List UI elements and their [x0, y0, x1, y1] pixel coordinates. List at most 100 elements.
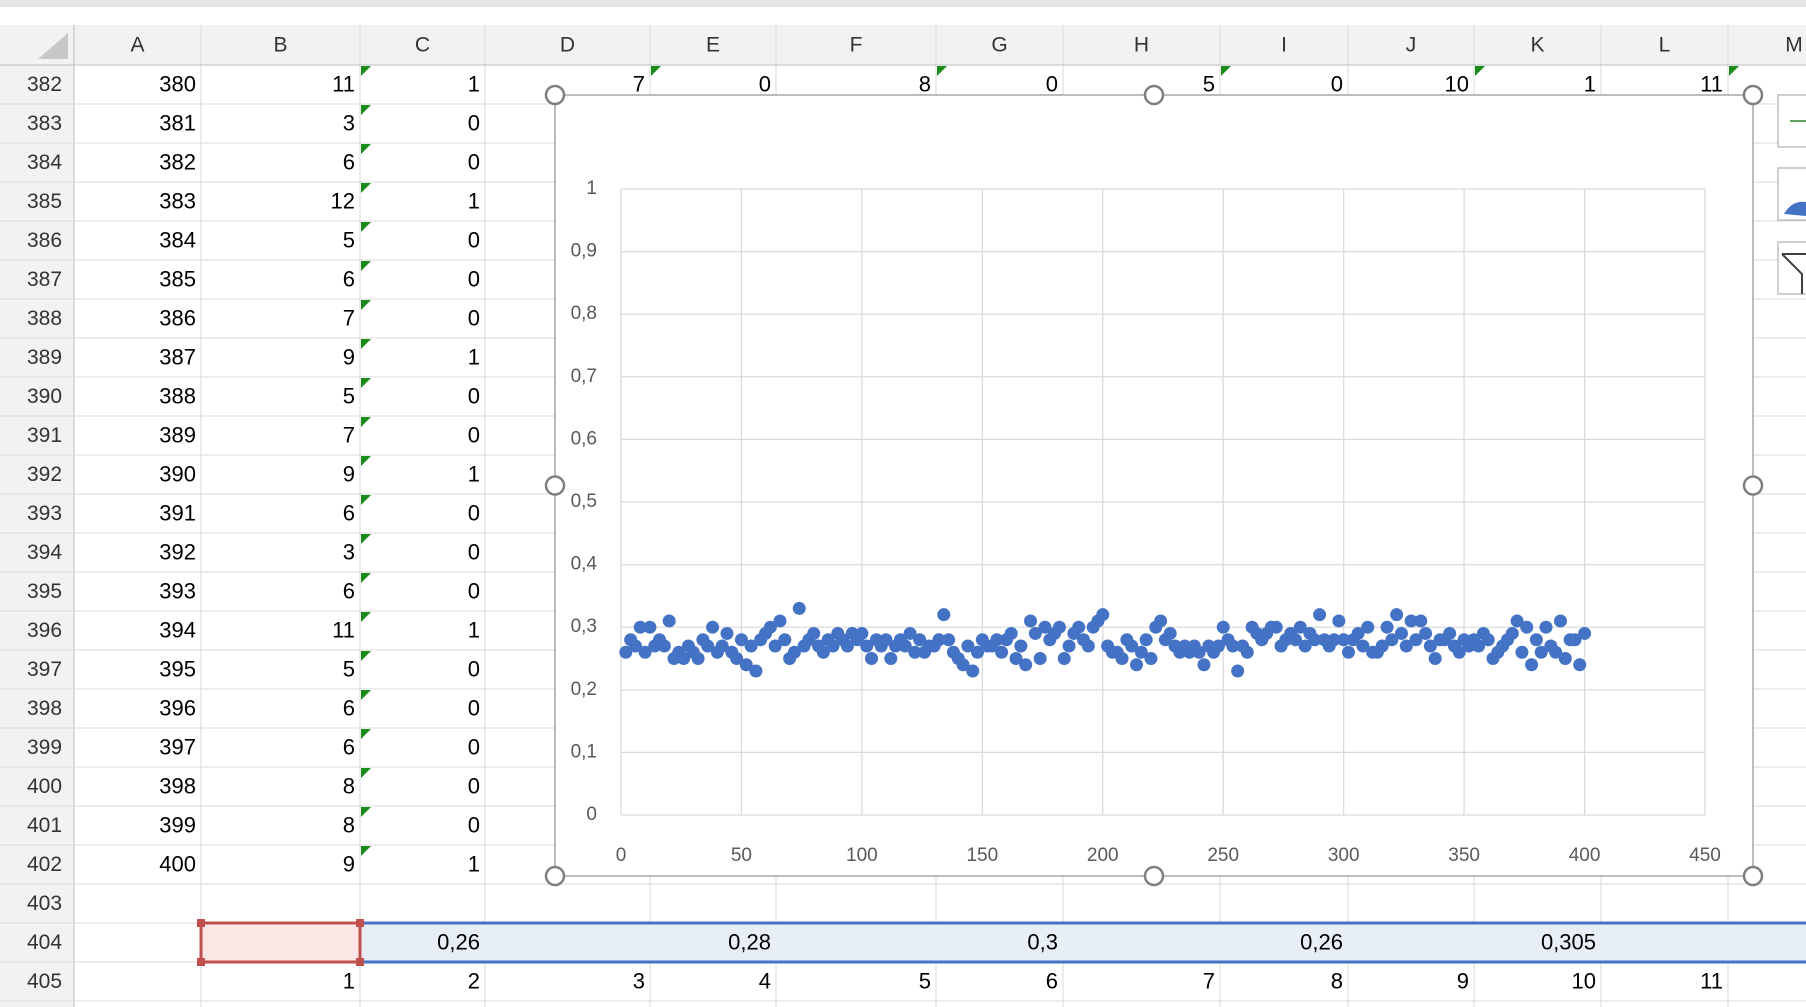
- cell-value[interactable]: 10: [1572, 968, 1596, 993]
- cell-value[interactable]: 5: [343, 383, 355, 408]
- cell-value[interactable]: 6: [343, 734, 355, 759]
- cell-value[interactable]: 8: [343, 773, 355, 798]
- cell-value[interactable]: 0: [468, 812, 480, 837]
- column-header[interactable]: D: [560, 34, 575, 57]
- cell-value[interactable]: 0,305: [1541, 929, 1596, 954]
- cell-value[interactable]: 5: [343, 656, 355, 681]
- row-header[interactable]: 399: [27, 736, 62, 759]
- cell-value[interactable]: 383: [159, 188, 196, 213]
- row-header[interactable]: 395: [27, 580, 62, 603]
- cell-value[interactable]: 391: [159, 500, 196, 525]
- cell-value[interactable]: 11: [1700, 71, 1723, 96]
- cell-value[interactable]: 1: [468, 71, 480, 96]
- column-header[interactable]: I: [1281, 34, 1287, 57]
- row-header[interactable]: 382: [27, 73, 62, 96]
- row-header[interactable]: 397: [27, 658, 62, 681]
- cell-value[interactable]: 1: [468, 851, 480, 876]
- cell-value[interactable]: 3: [343, 110, 355, 135]
- cell-value[interactable]: 0: [468, 149, 480, 174]
- cell-value[interactable]: 0: [468, 110, 480, 135]
- cell-value[interactable]: 8: [1331, 968, 1343, 993]
- row-header[interactable]: 404: [27, 931, 62, 954]
- row-header[interactable]: 384: [27, 151, 62, 174]
- cell-value[interactable]: 396: [159, 695, 196, 720]
- resize-handle[interactable]: [1742, 84, 1764, 106]
- row-header[interactable]: 403: [27, 892, 62, 915]
- column-header[interactable]: C: [415, 34, 430, 57]
- row-header[interactable]: 387: [27, 268, 62, 291]
- cell-value[interactable]: 399: [159, 812, 196, 837]
- cell-value[interactable]: 0: [1046, 71, 1058, 96]
- cell-value[interactable]: 0: [1331, 71, 1343, 96]
- row-header[interactable]: 391: [27, 424, 62, 447]
- cell-value[interactable]: 381: [159, 110, 196, 135]
- row-header[interactable]: 392: [27, 463, 62, 486]
- cell-value[interactable]: 0: [468, 695, 480, 720]
- cell-value[interactable]: 386: [159, 305, 196, 330]
- row-header[interactable]: 394: [27, 541, 62, 564]
- cell-value[interactable]: 382: [159, 149, 196, 174]
- cell-value[interactable]: 11: [332, 71, 355, 96]
- cell-value[interactable]: 4: [759, 968, 771, 993]
- cell-value[interactable]: 380: [159, 71, 196, 96]
- cell-value[interactable]: 9: [343, 344, 355, 369]
- cell-value[interactable]: 6: [343, 149, 355, 174]
- cell-value[interactable]: 3: [633, 968, 645, 993]
- cell-value[interactable]: 393: [159, 578, 196, 603]
- column-header[interactable]: F: [850, 34, 863, 57]
- cell-value[interactable]: 7: [1203, 968, 1215, 993]
- cell-value[interactable]: 398: [159, 773, 196, 798]
- column-header[interactable]: A: [130, 34, 144, 57]
- resize-handle[interactable]: [1742, 475, 1764, 496]
- cell-value[interactable]: 0: [468, 227, 480, 252]
- row-header[interactable]: 385: [27, 190, 62, 213]
- cell-value[interactable]: 394: [159, 617, 196, 642]
- row-header[interactable]: 393: [27, 502, 62, 525]
- column-header[interactable]: J: [1406, 34, 1417, 57]
- cell-value[interactable]: 397: [159, 734, 196, 759]
- cell-value[interactable]: 0,28: [728, 929, 771, 954]
- row-header[interactable]: 390: [27, 385, 62, 408]
- cell-value[interactable]: 1: [468, 344, 480, 369]
- cell-value[interactable]: 10: [1445, 71, 1469, 96]
- cell-value[interactable]: 395: [159, 656, 196, 681]
- cell-value[interactable]: 0,26: [437, 929, 480, 954]
- resize-handle[interactable]: [1143, 84, 1165, 106]
- cell-value[interactable]: 9: [343, 851, 355, 876]
- resize-handle[interactable]: [544, 475, 566, 496]
- cell-value[interactable]: 3: [343, 539, 355, 564]
- row-header[interactable]: 386: [27, 229, 62, 252]
- cell-value[interactable]: 6: [1046, 968, 1058, 993]
- cell-value[interactable]: 7: [633, 71, 645, 96]
- resize-handle[interactable]: [544, 84, 566, 106]
- cell-value[interactable]: 1: [1584, 71, 1596, 96]
- cell-value[interactable]: 1: [468, 617, 480, 642]
- row-header[interactable]: 389: [27, 346, 62, 369]
- cell-value[interactable]: 0: [468, 266, 480, 291]
- cell-value[interactable]: 0: [468, 305, 480, 330]
- cell-value[interactable]: 5: [343, 227, 355, 252]
- cell-value[interactable]: 6: [343, 695, 355, 720]
- cell-value[interactable]: 390: [159, 461, 196, 486]
- column-header[interactable]: E: [706, 34, 720, 57]
- cell-value[interactable]: 6: [343, 266, 355, 291]
- cell-value[interactable]: 400: [159, 851, 196, 876]
- cell-value[interactable]: 0: [468, 383, 480, 408]
- column-header[interactable]: K: [1530, 34, 1544, 57]
- cell-value[interactable]: 7: [343, 305, 355, 330]
- row-header[interactable]: 398: [27, 697, 62, 720]
- row-header[interactable]: 405: [27, 970, 62, 993]
- resize-handle[interactable]: [1742, 865, 1764, 887]
- cell-value[interactable]: 387: [159, 344, 196, 369]
- cell-value[interactable]: 0: [468, 773, 480, 798]
- cell-value[interactable]: 6: [343, 500, 355, 525]
- cell-value[interactable]: 8: [919, 71, 931, 96]
- cell-value[interactable]: 1: [343, 968, 355, 993]
- cell-value[interactable]: 2: [468, 968, 480, 993]
- cell-value[interactable]: 5: [1203, 71, 1215, 96]
- select-all[interactable]: [38, 33, 68, 59]
- cell-value[interactable]: 392: [159, 539, 196, 564]
- cell-value[interactable]: 0: [468, 656, 480, 681]
- row-header[interactable]: 388: [27, 307, 62, 330]
- resize-handle[interactable]: [544, 865, 566, 887]
